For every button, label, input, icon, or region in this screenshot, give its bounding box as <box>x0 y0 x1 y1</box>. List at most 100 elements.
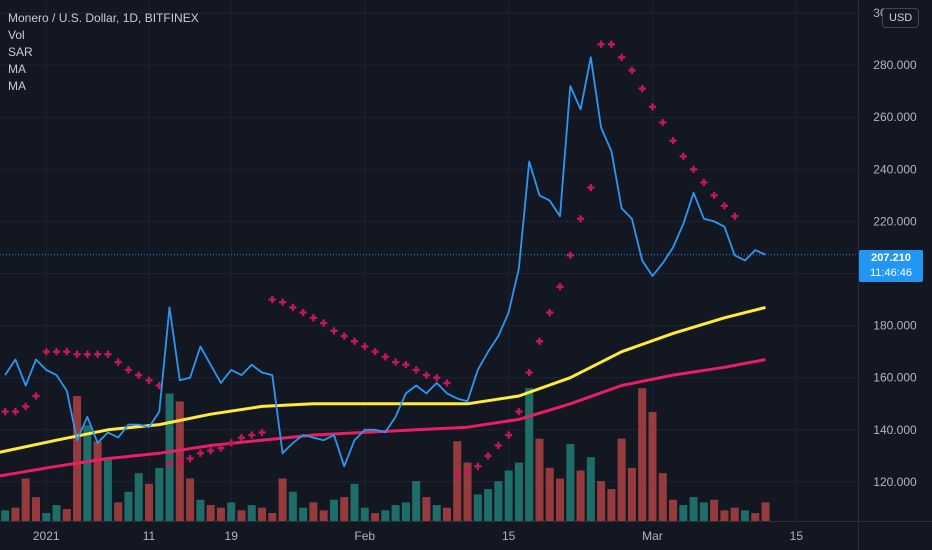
volume-bar <box>21 478 30 521</box>
volume-bar <box>340 497 349 521</box>
sar-point <box>11 407 20 416</box>
volume-bar <box>576 470 585 521</box>
volume-bar <box>679 505 688 521</box>
sar-point <box>474 462 482 470</box>
sar-point <box>248 431 256 439</box>
sar-point <box>587 183 595 192</box>
time-tick-label: 11 <box>143 529 156 543</box>
price-tick-label: 220.000 <box>873 214 917 228</box>
sar-point <box>63 348 71 356</box>
sar-point <box>628 66 636 74</box>
sar-point <box>52 348 61 356</box>
volume-bar <box>751 513 760 521</box>
volume-bar <box>607 489 616 521</box>
volume-bar <box>473 494 482 521</box>
volume-bar <box>432 505 441 521</box>
sar-point <box>443 379 451 387</box>
volume-bar <box>299 507 308 521</box>
sar-point <box>83 350 91 358</box>
sar-point <box>669 137 677 145</box>
volume-bar <box>309 502 318 521</box>
volume-bar <box>165 393 174 521</box>
indicator-ma-slow-label[interactable]: MA <box>8 79 26 93</box>
volume-bar <box>669 499 678 521</box>
time-tick-label: 15 <box>502 529 516 543</box>
time-axis[interactable]: 2021 11 19 Feb 15 Mar 15 <box>33 529 803 543</box>
indicator-ma-fast-label[interactable]: MA <box>8 62 26 76</box>
sar-point <box>412 366 420 374</box>
volume-bar <box>42 513 51 521</box>
sar-point <box>689 165 698 173</box>
sar-point <box>392 358 400 366</box>
price-line <box>4 56 766 468</box>
moving-averages <box>0 305 766 478</box>
sar-point <box>186 454 194 463</box>
sar-point <box>124 366 133 374</box>
volume-histogram <box>1 388 770 521</box>
sar-point <box>73 350 81 358</box>
volume-bar <box>144 483 154 521</box>
sar-point <box>165 460 174 468</box>
grid <box>0 0 858 521</box>
volume-bar <box>206 505 215 521</box>
sar-point <box>659 118 667 127</box>
volume-bar <box>103 457 112 521</box>
volume-bar <box>114 502 123 521</box>
sar-point <box>22 402 30 410</box>
sar-point <box>258 428 266 437</box>
volume-bar <box>658 473 667 521</box>
volume-bar <box>689 497 698 521</box>
sar-point <box>505 431 513 439</box>
sar-point <box>402 361 410 369</box>
volume-bar <box>319 510 328 521</box>
currency-button[interactable]: USD <box>882 8 920 28</box>
volume-bar <box>597 481 606 521</box>
volume-bar <box>268 513 277 521</box>
volume-bar <box>761 502 770 521</box>
price-series <box>4 56 766 468</box>
volume-bar <box>278 478 287 521</box>
volume-bar <box>391 505 400 521</box>
sar-point <box>330 327 338 335</box>
indicator-vol-label[interactable]: Vol <box>8 28 25 42</box>
sar-point <box>433 374 441 382</box>
sar-point <box>371 348 379 356</box>
time-tick-label: Mar <box>642 529 663 543</box>
sar-point <box>340 332 348 340</box>
sar-point <box>135 371 143 379</box>
volume-bar <box>525 388 534 521</box>
sar-point <box>679 152 687 160</box>
volume-bar <box>401 502 410 521</box>
volume-bar <box>237 510 246 521</box>
sar-point <box>463 467 472 476</box>
time-tick-label: 2021 <box>33 529 60 543</box>
volume-bar <box>11 507 20 521</box>
sar-point <box>361 342 369 351</box>
sar-point <box>700 178 708 186</box>
volume-bar <box>124 491 133 521</box>
volume-bar <box>484 489 493 521</box>
symbol-title[interactable]: Monero / U.S. Dollar, 1D, BITFINEX <box>8 11 199 25</box>
sar-point <box>42 348 50 356</box>
volume-bar <box>227 502 236 521</box>
price-tick-label: 260.000 <box>873 110 917 124</box>
sar-point <box>618 53 626 61</box>
volume-bar <box>422 497 431 521</box>
volume-bar <box>381 510 390 521</box>
volume-bar <box>535 438 544 521</box>
sar-point <box>268 295 276 304</box>
sar-point <box>484 452 492 460</box>
volume-bar <box>627 467 636 521</box>
sar-point <box>320 319 328 327</box>
volume-bar <box>288 491 297 521</box>
indicator-sar-label[interactable]: SAR <box>8 45 33 59</box>
volume-bar <box>329 499 338 521</box>
sar-point <box>535 337 544 345</box>
sar-point <box>176 457 184 465</box>
volume-bar <box>196 499 205 521</box>
volume-bar <box>360 507 369 521</box>
sar-point <box>381 353 389 361</box>
volume-bar <box>730 507 739 521</box>
sar-point <box>515 407 523 416</box>
